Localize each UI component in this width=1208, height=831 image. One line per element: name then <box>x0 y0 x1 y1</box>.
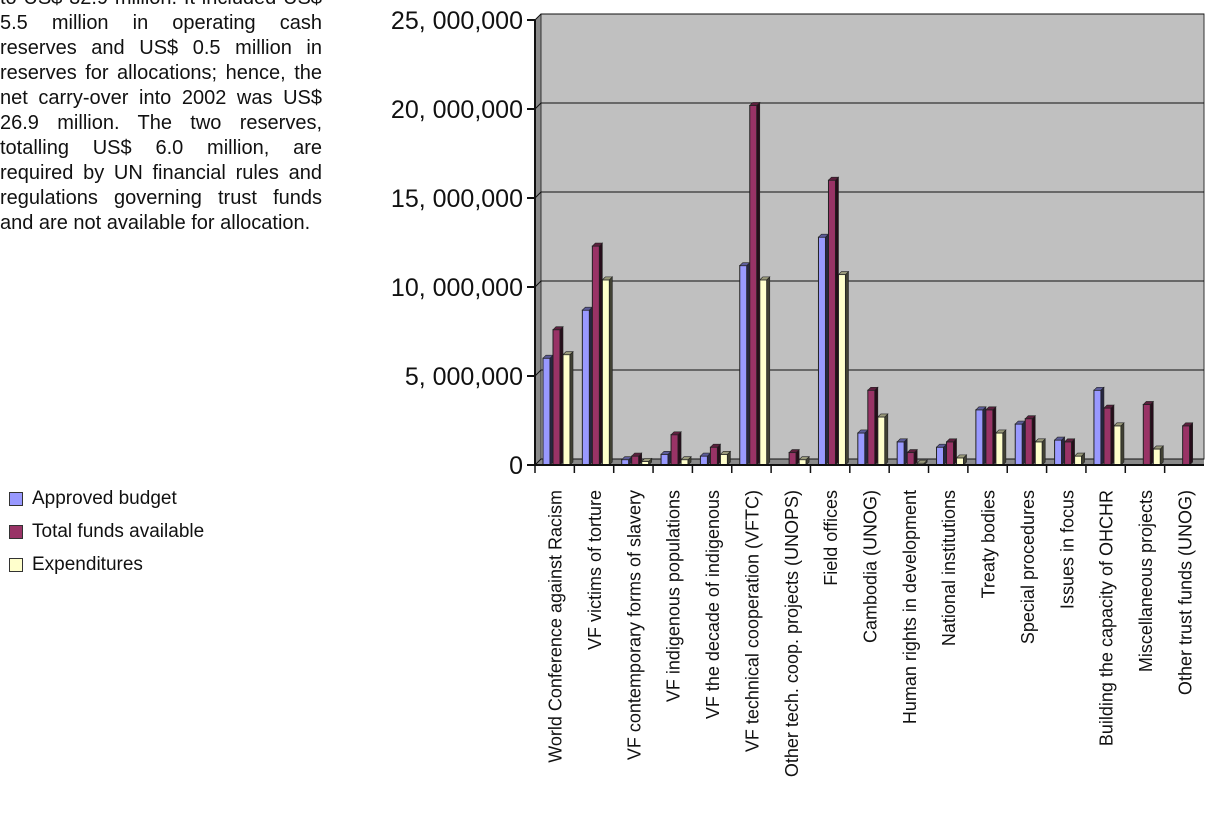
bar <box>906 448 918 466</box>
bar <box>788 448 800 466</box>
x-tick-label: Treaty bodies <box>979 490 999 598</box>
bar <box>699 452 712 466</box>
plot-left-wall <box>535 14 541 465</box>
bar <box>680 455 692 466</box>
bar <box>542 354 554 466</box>
x-tick-label: VF the decade of indigenous <box>703 490 723 719</box>
bar <box>896 438 908 466</box>
x-tick-label: Miscellaneous projects <box>1136 490 1156 672</box>
bar <box>1063 438 1076 466</box>
bar <box>1142 400 1155 466</box>
x-tick-label: Special procedures <box>1018 490 1038 644</box>
bar <box>1024 414 1036 466</box>
bar <box>660 450 672 466</box>
bar <box>581 306 594 466</box>
bar <box>759 276 771 466</box>
x-tick-label: World Conference against Racism <box>546 490 566 763</box>
bar <box>1103 404 1115 466</box>
legend-item: Approved budget <box>9 487 204 511</box>
legend-label: Expenditures <box>32 554 143 575</box>
bar <box>837 270 850 466</box>
bar <box>867 386 879 466</box>
x-tick-label: Field offices <box>821 490 841 586</box>
intro-text: to US$ 32.9 million. It included US$ 5.5… <box>0 0 322 234</box>
x-tick-label: VF contemporary forms of slavery <box>624 490 644 760</box>
legend-swatch <box>9 558 23 572</box>
bar <box>817 233 830 466</box>
bar <box>630 452 643 466</box>
x-tick-label: National institutions <box>939 490 959 646</box>
y-tick-label: 20, 000,000 <box>391 96 523 124</box>
bar <box>827 176 840 466</box>
x-tick-label: Other trust funds (UNOG) <box>1175 490 1195 695</box>
bar <box>857 429 869 466</box>
bar <box>739 261 751 466</box>
gridline <box>534 191 1204 199</box>
x-axis: World Conference against Racism VF victim… <box>534 464 1204 777</box>
bar <box>709 443 722 466</box>
bar <box>975 406 987 466</box>
bars <box>542 101 1194 466</box>
y-axis: 0 5, 000,000 10, 000,000 15, 000,000 20, 000… <box>391 7 536 480</box>
intro-paragraph: to US$ 32.9 million. It included US$ 5.5… <box>0 0 322 236</box>
bar <box>719 450 732 466</box>
gridlines <box>534 13 1204 466</box>
bar <box>552 325 564 466</box>
gridline <box>534 13 1204 21</box>
y-tick-label: 5, 000,000 <box>405 363 523 391</box>
legend-item: Expenditures <box>9 553 204 577</box>
y-tick-label: 25, 000,000 <box>391 7 523 35</box>
bar <box>995 429 1007 466</box>
bar <box>620 455 633 466</box>
bar <box>985 406 997 466</box>
x-tick-label: VF indigenous populations <box>664 490 684 702</box>
bar <box>935 443 948 466</box>
x-tick-label: Other tech. coop. projects (UNOPS) <box>782 490 802 777</box>
x-tick-label: Cambodia (UNOG) <box>861 490 881 643</box>
legend-label: Approved budget <box>32 488 177 509</box>
bar <box>601 276 614 466</box>
gridline <box>534 102 1204 110</box>
bar <box>1053 436 1066 466</box>
x-tick-label: Human rights in development <box>900 490 920 724</box>
bar <box>591 242 604 466</box>
legend-label: Total funds available <box>32 521 205 542</box>
bar <box>1093 386 1105 466</box>
plot-background <box>535 14 1204 465</box>
bar <box>670 431 682 466</box>
y-tick-label: 0 <box>509 452 523 480</box>
bar <box>1152 445 1165 466</box>
legend-swatch <box>9 525 23 539</box>
x-tick-label: Building the capacity of OHCHR <box>1097 490 1117 746</box>
bar <box>562 350 574 466</box>
bar <box>1181 422 1194 466</box>
bar <box>1034 438 1046 466</box>
bar <box>1014 420 1026 466</box>
bar <box>1073 452 1086 466</box>
x-tick-label: Issues in focus <box>1057 490 1077 609</box>
x-tick-label: VF victims of torture <box>585 490 605 650</box>
bar <box>1113 422 1125 466</box>
legend-item: Total funds available <box>9 520 204 544</box>
bar <box>749 101 761 466</box>
x-tick-label: VF technical cooperation (VFTC) <box>742 490 762 752</box>
bar <box>955 454 968 466</box>
legend-swatch <box>9 492 23 506</box>
y-tick-label: 15, 000,000 <box>391 185 523 213</box>
bar <box>945 438 958 466</box>
legend: Approved budget Total funds available Expe… <box>9 487 204 586</box>
bar <box>798 455 810 466</box>
bar <box>640 457 653 466</box>
y-tick-label: 10, 000,000 <box>391 274 523 302</box>
gridline <box>534 280 1204 288</box>
gridline <box>534 369 1204 377</box>
bar <box>877 413 889 466</box>
